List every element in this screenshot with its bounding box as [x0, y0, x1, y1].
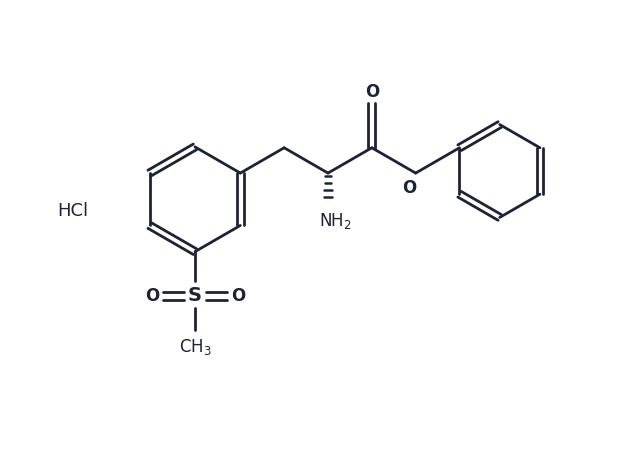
Text: NH$_2$: NH$_2$ — [319, 211, 351, 231]
Text: CH$_3$: CH$_3$ — [179, 337, 211, 357]
Text: S: S — [188, 286, 202, 305]
Text: O: O — [145, 287, 159, 305]
Text: O: O — [365, 83, 379, 102]
Text: O: O — [403, 179, 417, 197]
Text: O: O — [230, 287, 245, 305]
Text: HCl: HCl — [58, 202, 88, 220]
